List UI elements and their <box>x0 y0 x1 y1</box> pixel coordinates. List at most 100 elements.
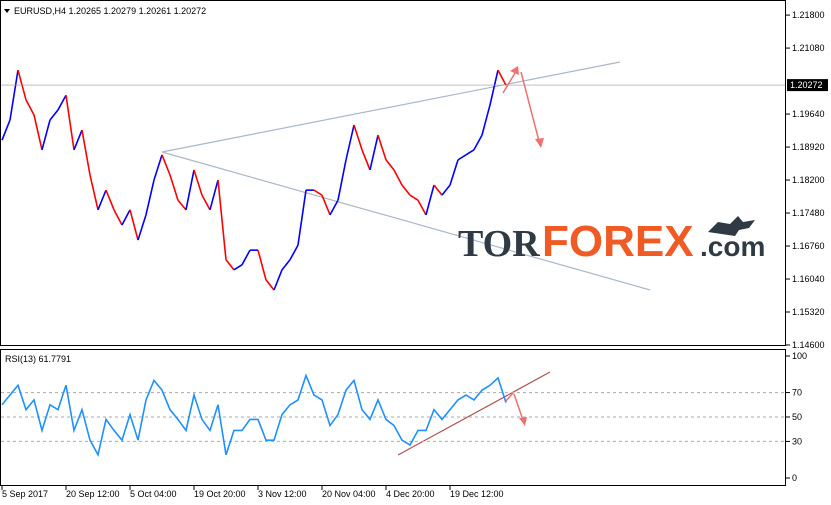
rsi-frame <box>0 349 786 486</box>
price-segment <box>273 269 283 291</box>
price-segment <box>385 159 395 171</box>
annotations <box>161 61 651 456</box>
price-segment <box>57 94 67 111</box>
x-tick-label: 5 Oct 04:00 <box>130 489 177 499</box>
price-segment <box>193 169 203 196</box>
y-tick-label: 1.16760 <box>792 241 825 251</box>
price-segment <box>297 190 307 246</box>
price-segment <box>401 184 411 196</box>
y-tick-label: 30 <box>792 436 802 446</box>
arrow <box>504 391 515 403</box>
price-segment <box>129 209 139 241</box>
price-segment <box>49 109 59 121</box>
price-segment <box>25 99 35 116</box>
watermark-icon <box>708 216 755 236</box>
price-segment <box>9 69 19 121</box>
arrow-head <box>519 417 527 426</box>
price-segment <box>345 124 355 161</box>
x-tick-label: 19 Oct 20:00 <box>194 489 246 499</box>
price-segment <box>433 184 443 196</box>
menu-triangle[interactable] <box>4 9 10 13</box>
x-tick-label: 5 Sep 2017 <box>2 489 48 499</box>
price-segment <box>473 134 483 151</box>
x-tick-label: 19 Dec 12:00 <box>450 489 504 499</box>
x-tick-label: 20 Sep 12:00 <box>66 489 120 499</box>
price-segment <box>121 209 131 226</box>
price-segment <box>449 159 459 186</box>
price-segment <box>233 264 243 271</box>
price-segment <box>145 179 155 216</box>
price-segment <box>169 174 179 201</box>
x-tick-label: 4 Dec 20:00 <box>386 489 435 499</box>
price-segment <box>89 174 99 211</box>
price-segment <box>177 199 187 211</box>
price-segment <box>225 259 235 271</box>
price-segment <box>289 244 299 261</box>
y-tick-label: 1.18920 <box>792 142 825 152</box>
price-segment <box>209 179 219 211</box>
y-tick-label: 0 <box>792 473 797 483</box>
price-segment <box>97 189 107 211</box>
y-tick-label: 1.21080 <box>792 43 825 53</box>
price-segment <box>417 199 427 216</box>
price-segment <box>153 154 163 181</box>
price-segment <box>321 194 331 216</box>
y-tick-label: 70 <box>792 388 802 398</box>
price-segment <box>393 169 403 186</box>
price-segment <box>281 259 291 271</box>
y-tick-label: 1.16040 <box>792 274 825 284</box>
x-tick-label: 3 Nov 12:00 <box>258 489 307 499</box>
y-tick-label: 1.15320 <box>792 307 825 317</box>
trend-line <box>397 371 551 456</box>
price-segment <box>241 249 251 266</box>
current-price-label: 1.20272 <box>790 80 823 90</box>
price-segment <box>81 129 91 176</box>
price-segment <box>409 194 419 201</box>
price-segment <box>457 154 467 161</box>
price-segment <box>73 129 83 151</box>
watermark-text: FOREX <box>542 217 694 266</box>
price-segment <box>497 69 507 86</box>
price-segment <box>377 134 387 161</box>
y-tick-label: 1.17480 <box>792 208 825 218</box>
y-tick-label: 100 <box>792 351 807 361</box>
price-frame <box>0 0 786 346</box>
price-segment <box>65 95 75 150</box>
price-segment <box>313 189 323 196</box>
price-segment <box>257 249 267 281</box>
price-segment <box>353 124 363 151</box>
arrow <box>520 71 541 146</box>
current-price-box <box>787 79 828 92</box>
price-segment <box>105 189 115 211</box>
price-segment <box>361 149 371 171</box>
watermark: TOR FOREX .com <box>458 216 765 266</box>
arrow-head <box>535 138 544 148</box>
x-tick-label: 20 Nov 04:00 <box>322 489 376 499</box>
rsi-line <box>1 373 507 458</box>
trend-line <box>161 151 651 291</box>
watermark-text: .com <box>700 231 765 262</box>
price-segment <box>265 279 275 291</box>
y-tick-label: 1.21800 <box>792 10 825 20</box>
y-tick-label: 1.14600 <box>792 340 825 350</box>
price-segment <box>369 134 379 171</box>
price-segment <box>441 184 451 196</box>
y-tick-label: 1.18200 <box>792 175 825 185</box>
price-segment <box>33 114 43 150</box>
trend-line <box>161 61 621 153</box>
price-segment <box>137 214 147 241</box>
rsi-title: RSI(13) 61.7791 <box>5 354 71 364</box>
y-tick-label: 1.19640 <box>792 109 825 119</box>
price-segment <box>489 69 499 106</box>
price-segment <box>481 104 491 136</box>
price-segment <box>201 194 211 211</box>
chart-title: EURUSD,H4 1.20265 1.20279 1.20261 1.2027… <box>14 6 206 16</box>
price-segment <box>185 169 195 210</box>
price-segment <box>425 184 435 216</box>
arrow-head <box>510 66 519 75</box>
price-segment <box>41 119 51 151</box>
price-segment <box>329 199 339 216</box>
price-segment <box>337 159 347 201</box>
price-segment <box>217 179 227 260</box>
